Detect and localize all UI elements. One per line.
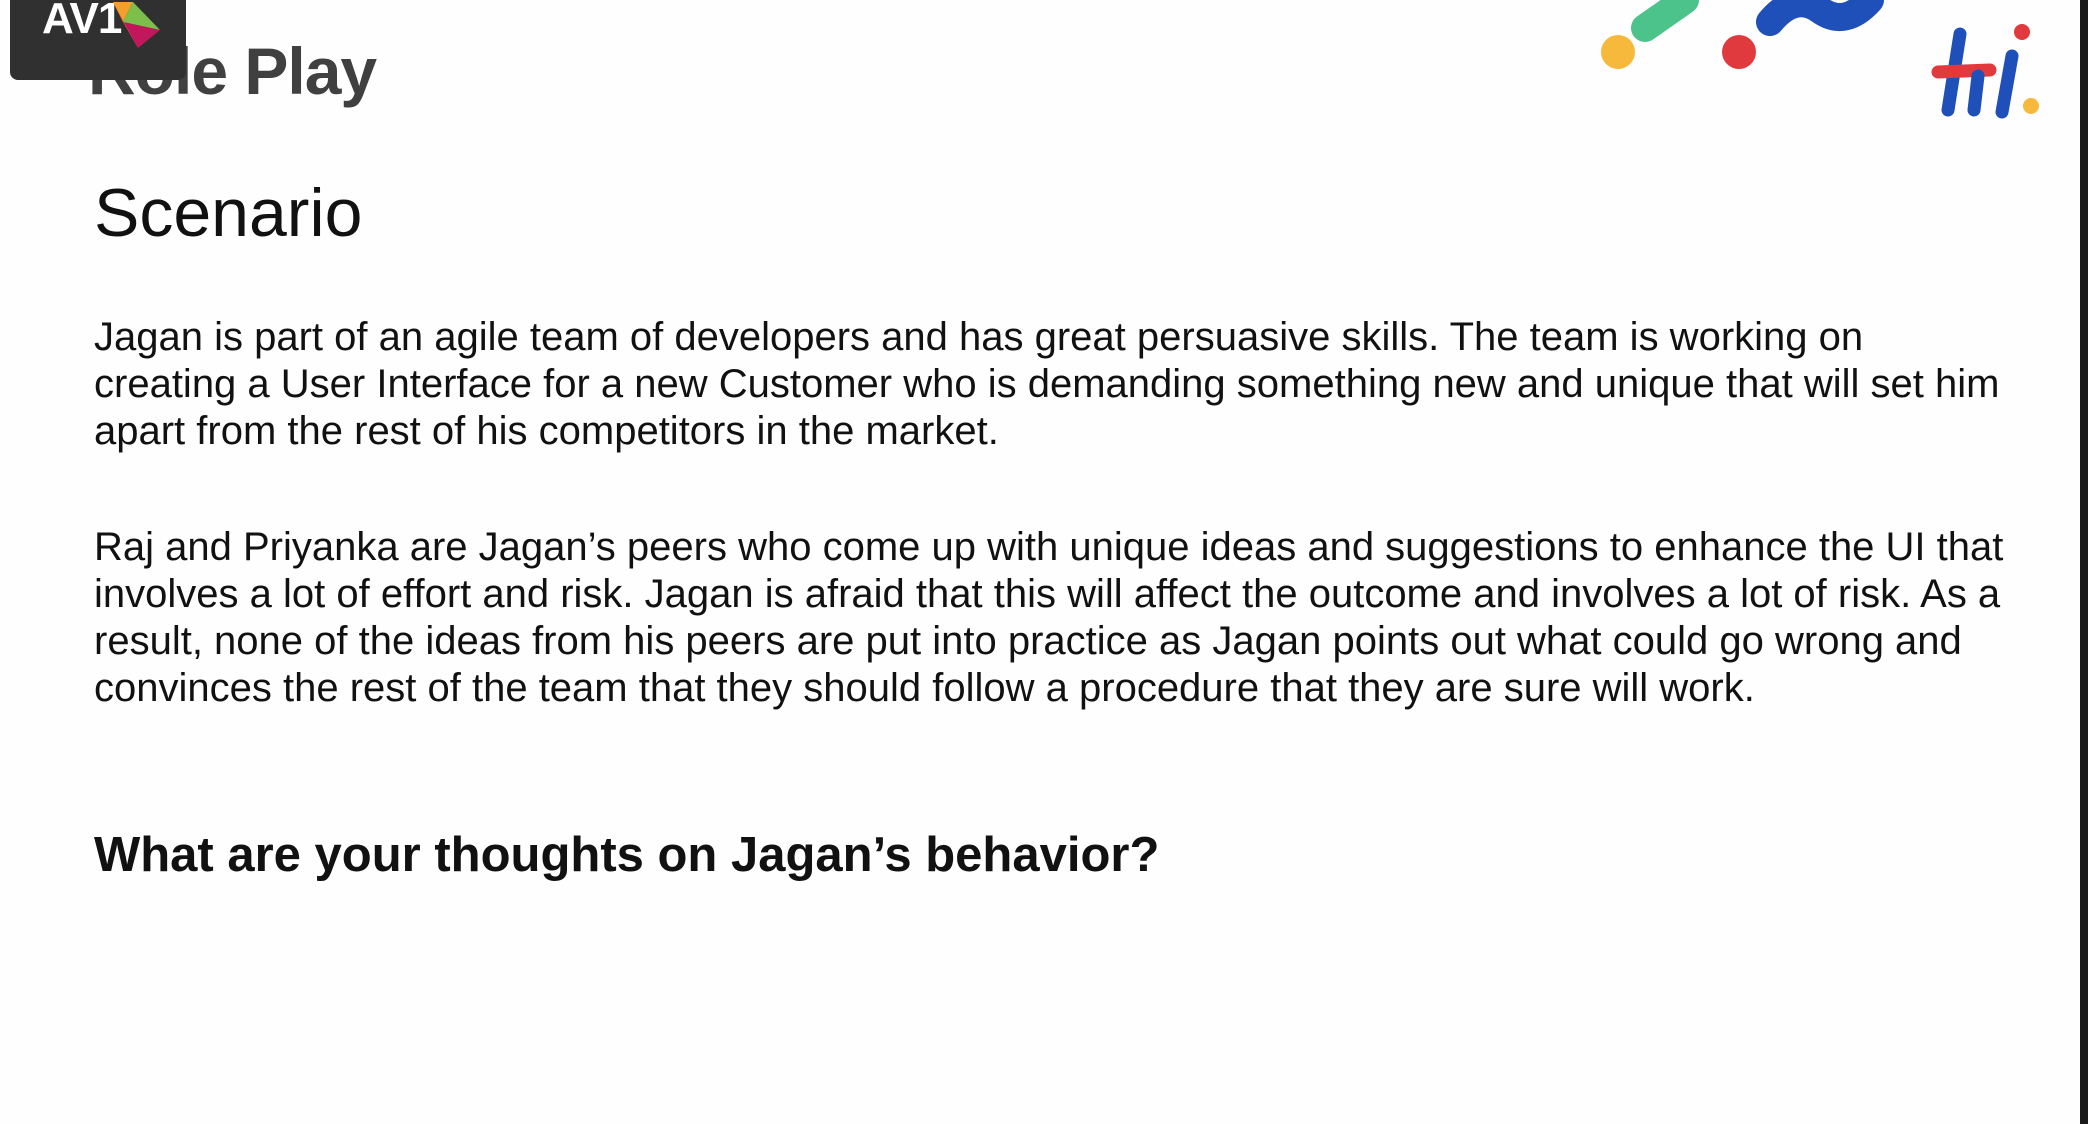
color-dots-decor-icon — [1601, 0, 1884, 69]
av1-overlay-badge: AV1 — [10, 0, 186, 80]
av1-badge-label: AV1 — [42, 0, 122, 43]
scenario-paragraph: Raj and Priyanka are Jagan’s peers who c… — [94, 525, 2004, 710]
scenario-paragraph: Jagan is part of an agile team of develo… — [94, 315, 2000, 453]
section-heading: Scenario — [94, 175, 363, 251]
window-edge — [2080, 0, 2088, 1124]
av1-triangle-icon — [113, 2, 160, 48]
hi-logo-icon — [1931, 24, 2039, 119]
discussion-question: What are your thoughts on Jagan’s behavi… — [94, 828, 1160, 882]
